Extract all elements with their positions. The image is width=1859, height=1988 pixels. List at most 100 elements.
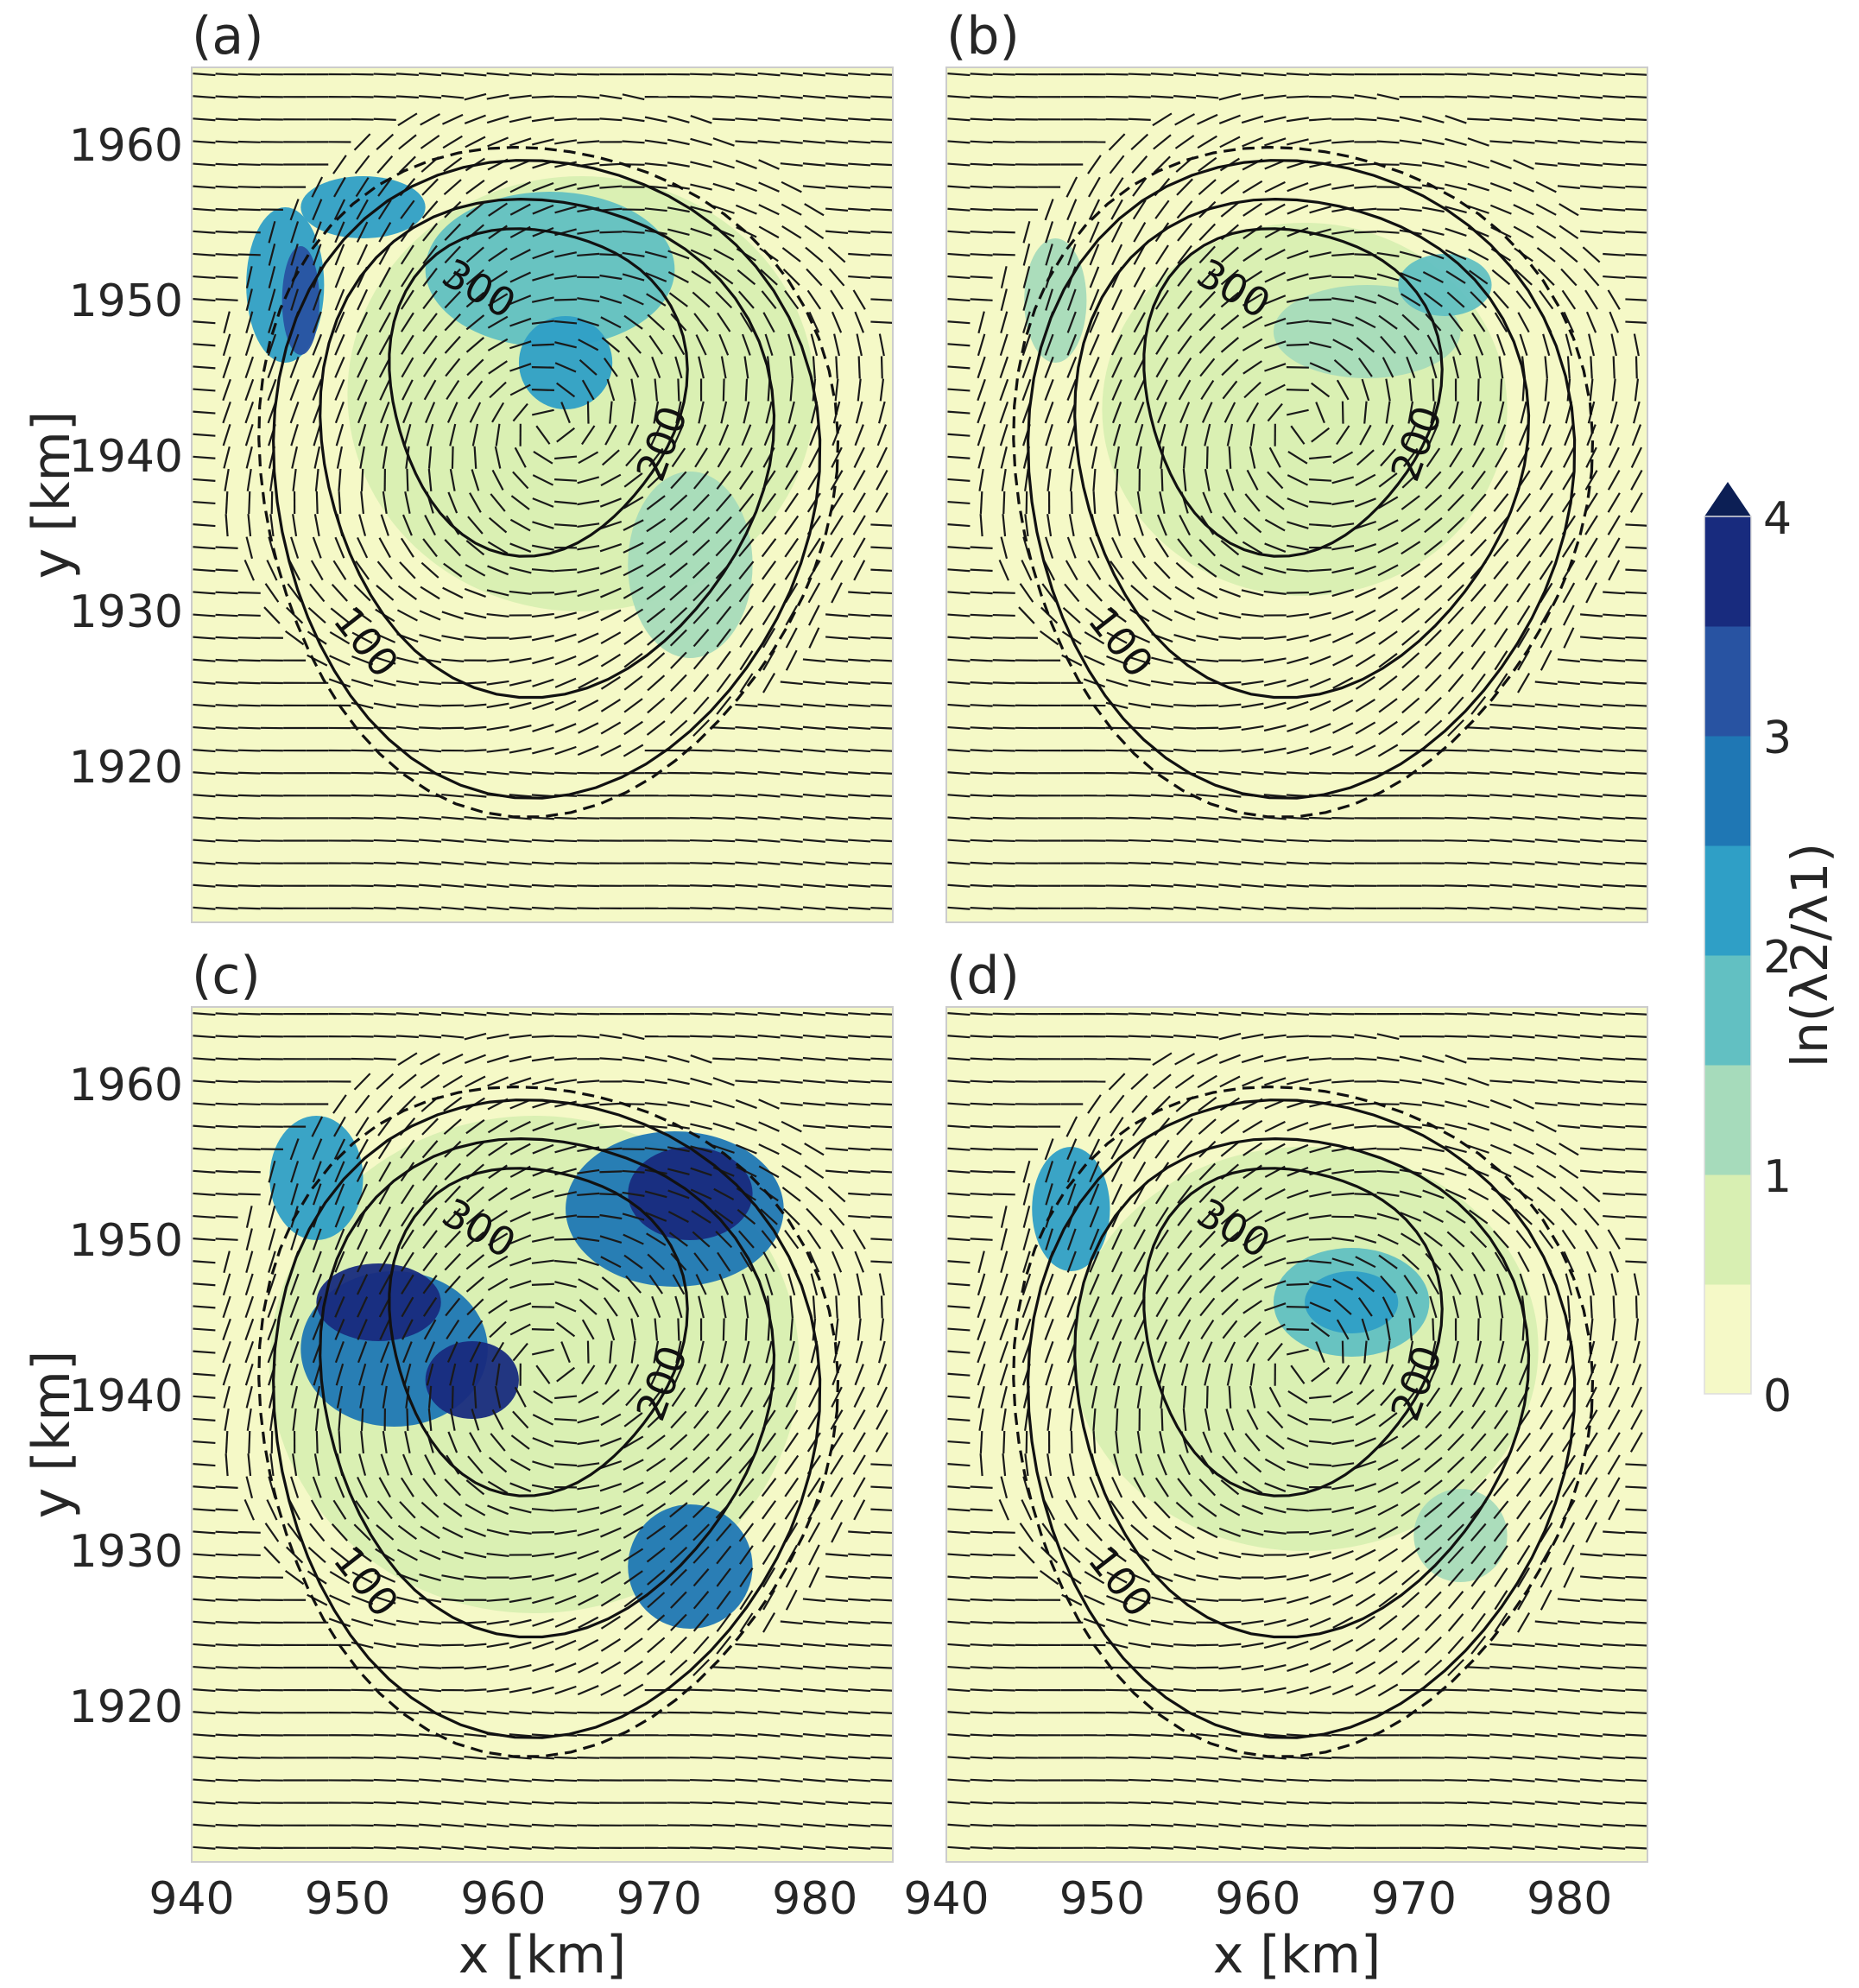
director-segment — [1582, 1186, 1601, 1203]
fill-region-6 — [628, 472, 753, 658]
director-segment — [1452, 1295, 1459, 1319]
director-segment — [1199, 358, 1216, 377]
director-segment — [1579, 883, 1603, 888]
director-segment — [1537, 269, 1555, 286]
director-segment — [1022, 1183, 1031, 1206]
director-segment — [532, 724, 554, 732]
director-segment — [1515, 492, 1532, 513]
director-segment — [356, 221, 369, 243]
director-segment — [1173, 1597, 1197, 1603]
director-field — [193, 72, 893, 911]
director-segment — [356, 334, 369, 356]
director-segment — [554, 1463, 578, 1467]
director-segment — [970, 1688, 993, 1692]
director-segment — [1355, 1548, 1376, 1561]
director-segment — [1376, 1056, 1400, 1062]
director-segment — [215, 726, 238, 730]
director-segment — [1476, 1318, 1480, 1341]
director-segment — [1625, 816, 1647, 820]
director-segment — [802, 1665, 825, 1670]
director-segment — [970, 568, 993, 573]
director-segment — [667, 228, 690, 237]
director-segment — [600, 1638, 621, 1652]
director-segment — [486, 1756, 509, 1760]
director-segment — [554, 362, 577, 373]
director-segment — [1039, 630, 1059, 646]
director-segment — [1470, 1590, 1486, 1610]
director-segment — [1332, 1662, 1354, 1674]
director-segment — [419, 839, 442, 843]
director-segment — [692, 629, 710, 648]
director-segment — [1150, 794, 1173, 798]
director-segment — [1196, 72, 1219, 77]
director-segment — [1196, 1801, 1219, 1805]
director-segment — [1128, 117, 1151, 121]
director-segment — [382, 446, 388, 469]
director-segment — [1198, 223, 1217, 241]
director-segment — [422, 335, 438, 355]
director-segment — [623, 294, 644, 306]
director-segment — [1182, 446, 1187, 469]
director-segment — [268, 1250, 276, 1273]
director-segment — [1264, 1323, 1286, 1336]
director-segment — [1609, 1364, 1619, 1386]
director-segment — [465, 201, 485, 218]
director-segment — [1154, 1229, 1169, 1250]
director-segment — [1432, 1318, 1435, 1341]
director-segment — [1224, 1432, 1236, 1453]
director-segment — [947, 73, 971, 77]
director-segment — [830, 1454, 844, 1475]
director-segment — [970, 1666, 993, 1669]
director-segment — [1489, 140, 1513, 144]
director-segment — [1495, 333, 1506, 356]
director-segment — [1092, 1408, 1097, 1431]
director-segment — [854, 311, 865, 333]
director-segment — [1331, 476, 1355, 484]
director-segment — [1559, 225, 1579, 240]
director-segment — [1489, 1035, 1513, 1039]
director-segment — [1155, 334, 1169, 355]
director-segment — [1220, 540, 1240, 556]
director-segment — [870, 1666, 893, 1669]
director-segment — [761, 1230, 777, 1249]
director-segment — [487, 1076, 509, 1087]
director-segment — [691, 270, 711, 284]
director-segment — [692, 561, 711, 579]
director-segment — [554, 523, 578, 528]
director-segment — [237, 704, 261, 707]
director-segment — [1603, 1665, 1626, 1670]
director-segment — [289, 199, 300, 221]
director-segment — [215, 1666, 238, 1669]
director-segment — [1309, 1281, 1331, 1288]
director-segment — [451, 1385, 454, 1409]
director-segment — [1022, 311, 1031, 333]
director-segment — [848, 1192, 871, 1196]
director-segment — [1066, 536, 1077, 559]
director-segment — [193, 658, 216, 662]
director-segment — [1376, 117, 1400, 123]
director-segment — [578, 1638, 599, 1651]
director-segment — [1331, 1192, 1355, 1197]
director-segment — [1196, 1034, 1219, 1039]
director-segment — [400, 1477, 414, 1497]
director-segment — [1612, 1295, 1616, 1319]
director-segment — [1309, 1824, 1332, 1827]
director-segment — [1356, 337, 1375, 353]
director-segment — [970, 1598, 993, 1602]
director-segment — [532, 656, 554, 665]
director-segment — [630, 378, 636, 402]
director-segment — [395, 771, 419, 776]
director-segment — [577, 1485, 600, 1491]
director-segment — [870, 320, 893, 324]
director-segment — [358, 514, 367, 536]
director-segment — [357, 379, 368, 401]
director-segment — [577, 745, 599, 757]
director-segment — [1467, 95, 1490, 98]
director-segment — [1354, 1124, 1377, 1129]
director-segment — [1625, 207, 1647, 212]
director-segment — [378, 1251, 391, 1273]
director-segment — [1424, 629, 1442, 647]
director-segment — [623, 1615, 643, 1630]
director-segment — [1066, 333, 1078, 356]
director-segment — [1089, 288, 1100, 311]
